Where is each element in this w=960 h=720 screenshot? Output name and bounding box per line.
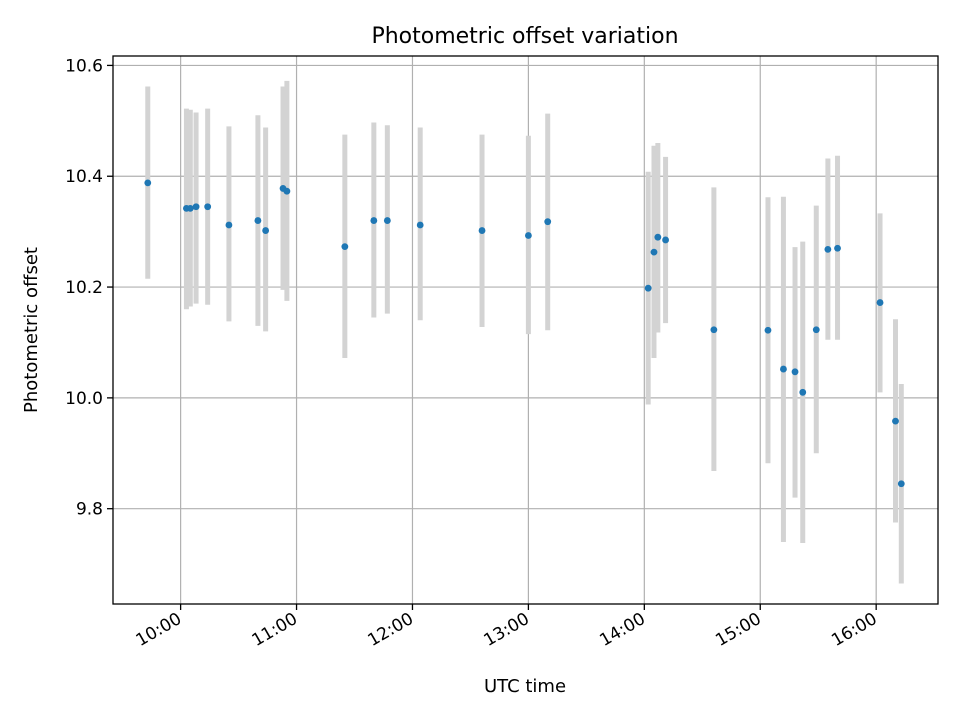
- data-point: [650, 248, 658, 256]
- data-point: [283, 187, 291, 195]
- data-point: [225, 221, 233, 229]
- y-tick-label: 10.4: [65, 167, 103, 187]
- data-point: [710, 326, 718, 334]
- data-point: [186, 204, 194, 212]
- marker-layer: [144, 179, 905, 488]
- x-tick-label: 13:00: [480, 609, 532, 651]
- data-point: [478, 227, 486, 234]
- data-point: [654, 233, 662, 241]
- data-point: [144, 179, 152, 187]
- data-point: [764, 326, 772, 334]
- x-axis-label: UTC time: [484, 676, 566, 697]
- x-tick-label: 11:00: [249, 609, 301, 651]
- data-point: [383, 217, 391, 224]
- data-point: [644, 284, 652, 292]
- y-axis-label: Photometric offset: [21, 247, 42, 413]
- data-point: [262, 227, 270, 234]
- data-point: [416, 221, 424, 229]
- data-point: [544, 218, 552, 226]
- plot-frame: [112, 55, 939, 605]
- data-point: [192, 203, 200, 211]
- x-tick-label: 15:00: [712, 609, 764, 651]
- data-point: [524, 232, 532, 239]
- data-point: [812, 326, 820, 334]
- data-point: [662, 236, 669, 244]
- x-tick-label: 12:00: [365, 609, 417, 651]
- data-point: [780, 365, 787, 373]
- data-point: [834, 244, 841, 252]
- data-point: [876, 299, 884, 306]
- data-point: [204, 203, 212, 211]
- chart-title: Photometric offset variation: [371, 24, 678, 49]
- y-tick-label: 10.2: [65, 278, 103, 298]
- y-tick-label: 10.0: [65, 389, 103, 409]
- x-tick-label: 16:00: [828, 609, 880, 651]
- data-point: [341, 243, 349, 251]
- data-point: [791, 368, 799, 376]
- y-tick-label: 9.8: [76, 500, 103, 520]
- y-tick-label: 10.6: [65, 56, 103, 76]
- data-point: [897, 480, 905, 488]
- data-point: [370, 217, 378, 224]
- data-point: [799, 388, 807, 396]
- x-axis-ticks: 10:00 11:00 12:00 13:00 14:00 15:00 16:00: [133, 604, 881, 651]
- x-tick-label: 10:00: [133, 609, 185, 651]
- data-point: [254, 217, 262, 224]
- y-axis-ticks: 9.8 10.0 10.2 10.4 10.6: [65, 56, 113, 520]
- x-tick-label: 14:00: [596, 609, 648, 651]
- data-point: [824, 245, 832, 253]
- data-point: [892, 417, 899, 425]
